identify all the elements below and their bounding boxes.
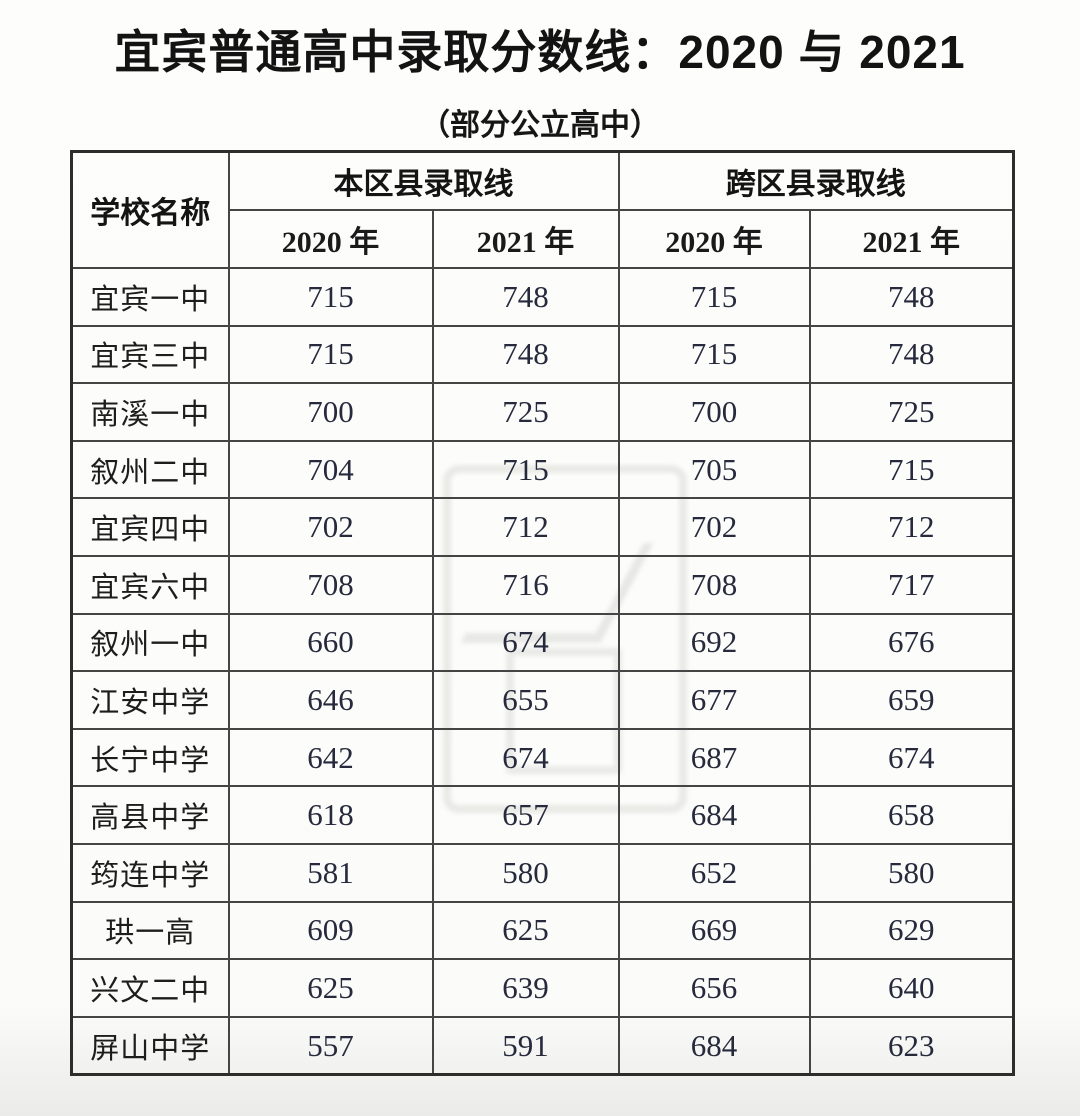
- score-cell: 700: [227, 382, 434, 442]
- score-cell: 669: [617, 900, 811, 961]
- score-cell: 652: [617, 842, 811, 903]
- page-title: 宜宾普通高中录取分数线：2020 与 2021: [114, 26, 966, 78]
- column-header-cross-district-line: 跨区县录取线: [617, 150, 1015, 211]
- table-row: 江安中学 646 655 677 659: [70, 670, 1015, 730]
- score-cell: 677: [617, 670, 811, 730]
- score-cell: 659: [808, 670, 1015, 730]
- table-body: 宜宾一中 715 748 715 748 宜宾三中 715 748 715 748 南溪一中 700 7…: [70, 267, 1015, 1076]
- score-cell: 674: [808, 727, 1015, 788]
- table-row: 宜宾六中 708 716 708 717: [70, 554, 1015, 615]
- score-cell: 715: [808, 439, 1015, 500]
- score-cell: 715: [617, 324, 811, 385]
- score-cell: 715: [617, 267, 811, 327]
- school-name-cell: 宜宾四中: [70, 497, 230, 557]
- school-name-cell: 兴文二中: [70, 958, 230, 1018]
- school-name-cell: 筠连中学: [70, 842, 230, 903]
- table-header: 学校名称 本区县录取线 跨区县录取线 2020 年 2021 年 2020 年 …: [70, 150, 1015, 269]
- column-header-local-2020: 2020 年: [227, 209, 434, 269]
- school-name-cell: 叙州二中: [70, 439, 230, 500]
- score-cell: 705: [617, 439, 811, 500]
- score-cell: 655: [431, 670, 620, 730]
- score-cell: 656: [617, 958, 811, 1018]
- table-row: 高县中学 618 657 684 658: [70, 785, 1015, 845]
- score-cell: 676: [808, 612, 1015, 673]
- score-cell: 642: [227, 727, 434, 788]
- score-cell: 700: [617, 382, 811, 442]
- score-cell: 625: [431, 900, 620, 961]
- table-row: 宜宾三中 715 748 715 748: [70, 324, 1015, 385]
- score-cell: 704: [227, 439, 434, 500]
- score-cell: 557: [227, 1015, 434, 1076]
- score-cell: 580: [431, 842, 620, 903]
- score-cell: 609: [227, 900, 434, 961]
- score-cell: 748: [808, 324, 1015, 385]
- school-name-cell: 宜宾六中: [70, 554, 230, 615]
- table-row: 南溪一中 700 725 700 725: [70, 382, 1015, 442]
- admission-scores-table: 学校名称 本区县录取线 跨区县录取线 2020 年 2021 年 2020 年 …: [70, 150, 1015, 1077]
- score-cell: 618: [227, 785, 434, 845]
- table-row: 筠连中学 581 580 652 580: [70, 842, 1015, 903]
- school-name-cell: 长宁中学: [70, 727, 230, 788]
- score-cell: 687: [617, 727, 811, 788]
- score-cell: 748: [431, 267, 620, 327]
- group-header-row: 学校名称 本区县录取线 跨区县录取线: [70, 150, 1015, 269]
- column-header-local-2021: 2021 年: [431, 209, 620, 269]
- score-cell: 708: [617, 554, 811, 615]
- table-row: 叙州二中 704 715 705 715: [70, 439, 1015, 500]
- score-cell: 712: [808, 497, 1015, 557]
- school-name-cell: 高县中学: [70, 785, 230, 845]
- score-cell: 748: [431, 324, 620, 385]
- year-header-row: 2020 年 2021 年 2020 年 2021 年: [72, 209, 1015, 269]
- score-cell: 580: [808, 842, 1015, 903]
- score-cell: 674: [431, 727, 620, 788]
- score-cell: 712: [431, 497, 620, 557]
- score-cell: 625: [227, 958, 434, 1018]
- table-row: 兴文二中 625 639 656 640: [70, 958, 1015, 1018]
- table-row: 长宁中学 642 674 687 674: [70, 727, 1015, 788]
- score-cell: 708: [227, 554, 434, 615]
- page-subtitle: （部分公立高中）: [420, 109, 660, 142]
- table-row: 宜宾四中 702 712 702 712: [70, 497, 1015, 557]
- school-name-cell: 江安中学: [70, 670, 230, 730]
- score-cell: 658: [808, 785, 1015, 845]
- score-cell: 702: [227, 497, 434, 557]
- score-cell: 623: [808, 1015, 1015, 1076]
- school-name-cell: 叙州一中: [70, 612, 230, 673]
- score-cell: 725: [808, 382, 1015, 442]
- score-cell: 674: [431, 612, 620, 673]
- column-header-school-name: 学校名称: [70, 150, 230, 269]
- score-cell: 717: [808, 554, 1015, 615]
- score-cell: 581: [227, 842, 434, 903]
- score-cell: 646: [227, 670, 434, 730]
- score-cell: 684: [617, 785, 811, 845]
- score-cell: 640: [808, 958, 1015, 1018]
- score-cell: 716: [431, 554, 620, 615]
- score-cell: 715: [431, 439, 620, 500]
- score-cell: 629: [808, 900, 1015, 961]
- column-header-local-district-line: 本区县录取线: [227, 150, 620, 211]
- table-row: 珙一高 609 625 669 629: [70, 900, 1015, 961]
- score-cell: 591: [431, 1015, 620, 1076]
- school-name-cell: 南溪一中: [70, 382, 230, 442]
- score-cell: 657: [431, 785, 620, 845]
- score-cell: 702: [617, 497, 811, 557]
- score-cell: 715: [227, 267, 434, 327]
- score-cell: 725: [431, 382, 620, 442]
- school-name-cell: 屏山中学: [70, 1015, 230, 1076]
- table-row: 宜宾一中 715 748 715 748: [70, 267, 1015, 327]
- school-name-cell: 宜宾一中: [70, 267, 230, 327]
- column-header-cross-2021: 2021 年: [808, 209, 1015, 269]
- school-name-cell: 珙一高: [70, 900, 230, 961]
- score-cell: 660: [227, 612, 434, 673]
- score-cell: 684: [617, 1015, 811, 1076]
- school-name-cell: 宜宾三中: [70, 324, 230, 385]
- score-cell: 639: [431, 958, 620, 1018]
- score-cell: 715: [227, 324, 434, 385]
- score-cell: 692: [617, 612, 811, 673]
- score-cell: 748: [808, 267, 1015, 327]
- table-row: 叙州一中 660 674 692 676: [70, 612, 1015, 673]
- column-header-cross-2020: 2020 年: [617, 209, 811, 269]
- table-row: 屏山中学 557 591 684 623: [70, 1015, 1015, 1076]
